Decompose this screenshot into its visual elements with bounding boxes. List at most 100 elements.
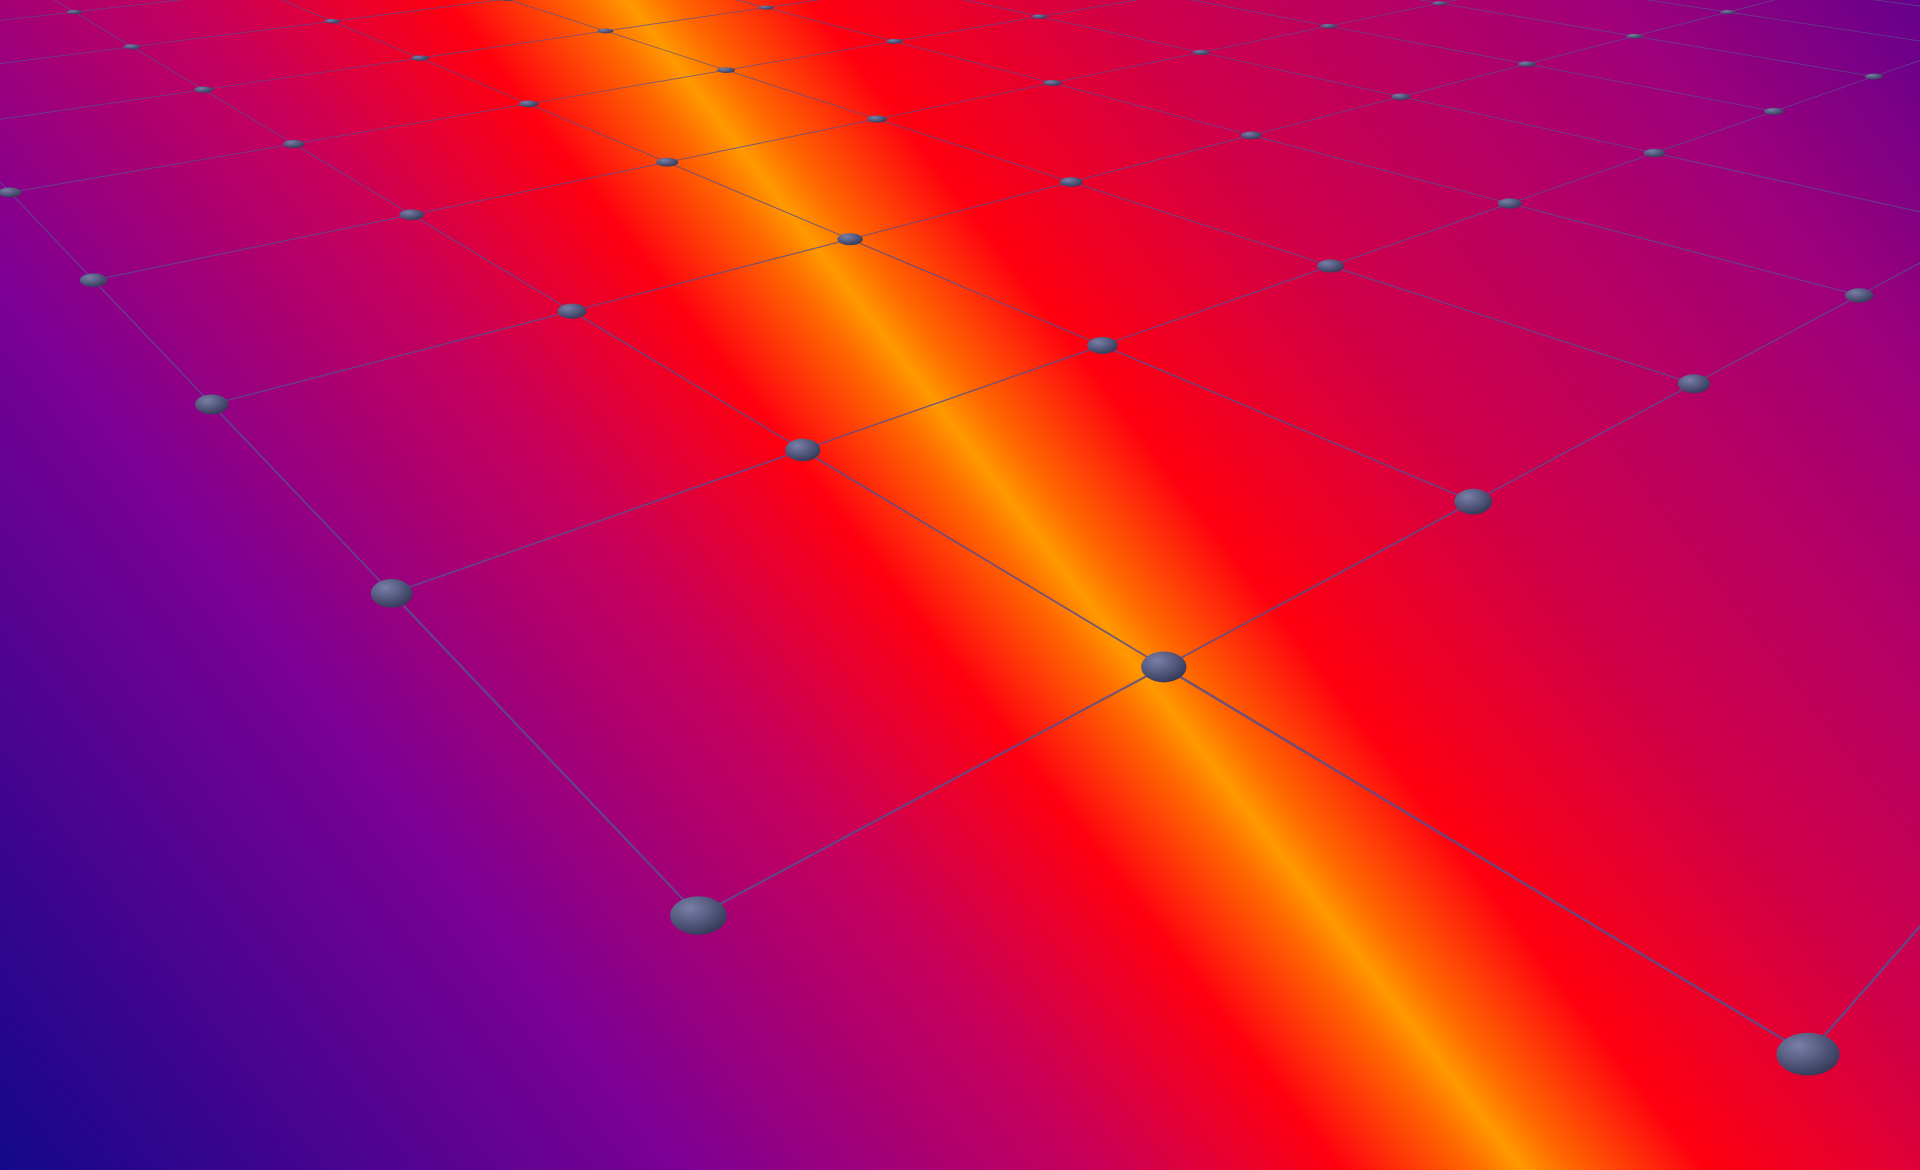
lattice-node [1454, 488, 1493, 515]
lattice-node [324, 19, 341, 24]
lattice-edge [1330, 202, 1511, 267]
lattice-edge [1526, 63, 1774, 112]
lattice-node [370, 579, 413, 608]
lattice-edge [280, 0, 333, 22]
lattice-edge [1039, 0, 1140, 17]
lattice-edge [0, 46, 133, 64]
lattice-edge [93, 214, 412, 281]
lattice-edge [1163, 500, 1474, 668]
lattice-edge [1509, 152, 1655, 204]
lattice-edge [1200, 51, 1401, 98]
lattice-edge [1328, 25, 1528, 65]
lattice-edge [605, 30, 727, 71]
lattice-node [195, 394, 229, 415]
lattice-node [1776, 1032, 1840, 1076]
lattice-edge [528, 103, 668, 163]
lattice-edge [1634, 11, 1728, 37]
lattice-edge [735, 0, 767, 8]
lattice-edge [93, 279, 213, 405]
lattice-node [1320, 23, 1337, 29]
lattice-edge [1654, 152, 1920, 213]
lattice-edge [1039, 16, 1202, 53]
lattice-edge [74, 0, 184, 13]
lattice-edge [1052, 51, 1202, 84]
lattice-edge [1807, 924, 1920, 1056]
lattice-edge [1102, 344, 1474, 503]
lattice-edge [1873, 60, 1920, 77]
lattice-edge [1654, 110, 1775, 154]
lattice-edge [1773, 76, 1875, 112]
lattice-node [670, 896, 727, 935]
lattice-node [1391, 93, 1411, 100]
lattice-node [1059, 177, 1083, 187]
lattice-node [717, 67, 736, 74]
lattice-node [758, 5, 774, 10]
lattice-edge [1509, 202, 1860, 296]
lattice-edge [1400, 63, 1528, 98]
lattice-node [1845, 288, 1874, 303]
lattice-edge [765, 7, 895, 42]
lattice-edge [293, 143, 412, 216]
lattice-edge [1200, 25, 1329, 53]
lattice-edge [894, 16, 1040, 42]
lattice-edge [963, 0, 1040, 17]
lattice-edge [1328, 2, 1440, 27]
lattice-edge [1330, 265, 1695, 385]
lattice-edge [849, 181, 1072, 240]
lattice-node [0, 187, 22, 198]
lattice-edge [1251, 134, 1510, 204]
lattice-edge [1400, 96, 1655, 154]
lattice-edge [9, 191, 94, 281]
lattice-node [1864, 73, 1884, 80]
lattice-node [656, 157, 679, 167]
lattice-node [557, 303, 587, 319]
lattice-node [1497, 198, 1522, 209]
lattice-edge [667, 161, 851, 240]
lattice-node [1043, 79, 1062, 87]
lattice-node [1643, 148, 1666, 158]
lattice-edge [203, 57, 420, 91]
lattice-edge [725, 69, 878, 120]
lattice-node [1141, 651, 1187, 683]
lattice-edge [411, 214, 573, 312]
lattice-edge [390, 592, 700, 917]
lattice-edge [802, 344, 1103, 451]
lattice-edge [605, 7, 767, 32]
lattice-node [1626, 33, 1643, 39]
lattice-edge [725, 40, 895, 71]
lattice-edge [332, 0, 503, 22]
lattice-node [785, 438, 821, 462]
lattice-edge [894, 40, 1053, 84]
lattice-edge [0, 11, 75, 21]
lattice-nodes [0, 0, 1884, 1076]
lattice-edge [332, 20, 421, 59]
lattice-edge [1439, 2, 1635, 37]
lattice-edge [1693, 294, 1860, 385]
lattice-node [66, 9, 82, 15]
lattice-node [1720, 9, 1736, 15]
lattice-node [500, 0, 514, 1]
lattice-edge [293, 103, 529, 145]
lattice-edge [131, 46, 204, 90]
lattice-node [837, 233, 863, 246]
lattice-edge [765, 0, 821, 8]
lattice-node [597, 28, 614, 34]
lattice-edge [1071, 134, 1252, 183]
lattice-node [1031, 14, 1048, 19]
lattice-node [518, 100, 539, 108]
lattice-node [1518, 61, 1536, 67]
lattice-edge [697, 665, 1165, 917]
lattice-node [1240, 131, 1262, 140]
lattice-edge [1472, 383, 1695, 503]
lattice-edge [391, 449, 804, 595]
lattice-edge [1727, 0, 1777, 13]
lattice-edge [419, 30, 606, 59]
lattice-edge [9, 143, 294, 193]
lattice-edge [1190, 0, 1329, 27]
lattice-edge [876, 118, 1072, 183]
lattice-node [194, 86, 213, 93]
lattice-edge [1071, 181, 1331, 267]
lattice-node [1677, 374, 1711, 394]
